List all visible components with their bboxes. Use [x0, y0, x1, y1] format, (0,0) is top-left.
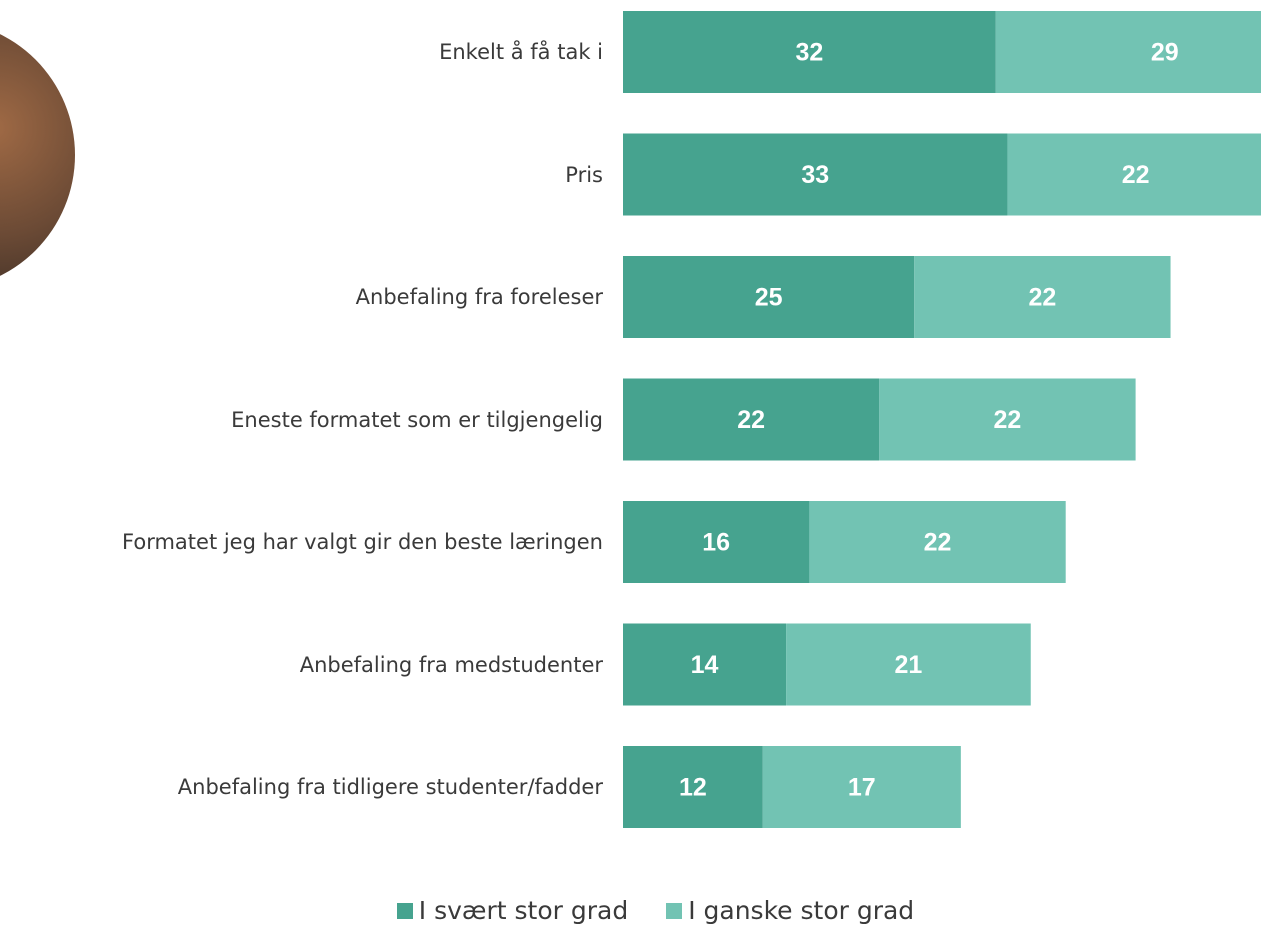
bar-segment	[996, 11, 1261, 93]
category-label: Anbefaling fra tidligere studenter/fadde…	[0, 747, 603, 827]
category-text: Pris	[565, 160, 603, 190]
data-label: 25	[755, 284, 783, 312]
category-label: Anbefaling fra foreleser	[0, 257, 603, 337]
category-text: Anbefaling fra tidligere studenter/fadde…	[178, 772, 603, 802]
category-text: Anbefaling fra foreleser	[356, 282, 603, 312]
page: {"chart_data": {"type": "stacked-bar", "…	[0, 0, 1261, 935]
legend-label: I svært stor grad	[419, 896, 628, 925]
data-label: 29	[1151, 39, 1179, 67]
legend-item: I svært stor grad	[397, 896, 628, 925]
category-label: Anbefaling fra medstudenter	[0, 625, 603, 705]
data-label: 12	[679, 774, 707, 802]
data-label: 17	[848, 774, 876, 802]
legend-swatch	[666, 903, 682, 919]
data-label: 22	[1122, 161, 1150, 189]
data-label: 22	[737, 406, 765, 434]
data-label: 32	[795, 39, 823, 67]
legend: I svært stor grad I ganske stor grad	[0, 896, 1261, 925]
category-label: Pris	[0, 135, 603, 215]
data-label: 33	[801, 161, 829, 189]
category-label: Enkelt å få tak i	[0, 12, 603, 92]
data-label: 16	[702, 529, 730, 557]
legend-label: I ganske stor grad	[688, 896, 914, 925]
legend-item: I ganske stor grad	[666, 896, 914, 925]
data-label: 21	[895, 651, 923, 679]
data-label: 22	[1028, 284, 1056, 312]
data-label: 14	[691, 651, 719, 679]
category-text: Formatet jeg har valgt gir den beste lær…	[122, 527, 603, 557]
data-label: 22	[994, 406, 1022, 434]
category-label: Formatet jeg har valgt gir den beste lær…	[0, 502, 603, 582]
data-label: 22	[924, 529, 952, 557]
legend-swatch	[397, 903, 413, 919]
category-text: Enkelt å få tak i	[439, 37, 603, 67]
category-text: Anbefaling fra medstudenter	[300, 650, 603, 680]
category-label: Eneste formatet som er tilgjengelig	[0, 380, 603, 460]
category-text: Eneste formatet som er tilgjengelig	[231, 405, 603, 435]
